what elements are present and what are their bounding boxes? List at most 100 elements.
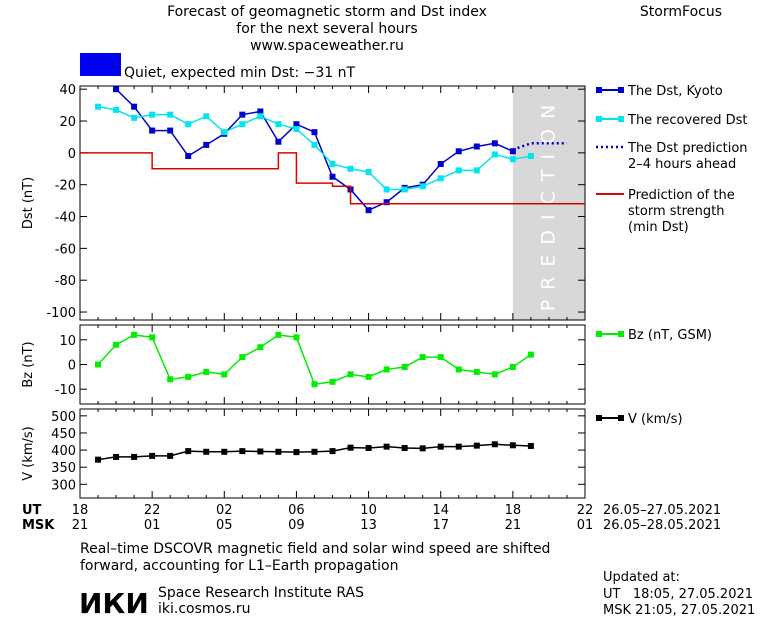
data-point [167,452,174,459]
msk-tick-label: 05 [216,518,233,533]
data-point [455,366,462,373]
data-point [509,148,516,155]
data-point [131,103,138,110]
series-line [97,105,532,191]
msk-axis-label: MSK [22,518,55,533]
series-line [97,334,532,386]
series-line [80,152,585,205]
y-tick-label: -10 [55,383,76,398]
series-3-1 [95,441,534,463]
series-1-1 [113,86,516,214]
data-point [167,376,174,383]
series-1-4 [80,152,585,205]
data-point [149,334,156,341]
data-point [221,129,228,136]
data-point [113,453,120,460]
data-point [347,444,354,451]
data-point [185,448,192,455]
data-point [383,366,390,373]
panel-frame [79,85,586,321]
data-point [221,448,228,455]
panel-frame [79,324,586,405]
ut-tick-label: 22 [577,503,594,518]
data-point [491,151,498,158]
data-point [419,183,426,190]
data-point [473,442,480,449]
legend-marker [596,87,602,93]
ut-tick-label: 06 [288,503,305,518]
data-point [365,207,372,214]
data-point [275,331,282,338]
series-2-1 [95,331,534,388]
data-point [311,381,318,388]
data-point [239,111,246,118]
data-point [239,448,246,455]
legend-dst-kyoto: The Dst, Kyoto [627,84,723,99]
y-tick-label: 400 [51,444,76,459]
data-point [131,114,138,121]
status-text: Quiet, expected min Dst: −31 nT [124,65,356,81]
msk-tick-label: 21 [72,518,89,533]
legend-marker [596,116,602,122]
y-axis-label: V (km/s) [21,426,36,481]
footer-note-line-1: Real–time DSCOVR magnetic field and sola… [80,541,550,557]
data-point [401,363,408,370]
data-point [383,199,390,206]
msk-tick-label: 21 [505,518,522,533]
data-point [329,448,336,455]
legend-bz: Bz (nT, GSM) [628,328,712,343]
data-point [311,129,318,136]
y-tick-label: 0 [68,359,76,374]
y-tick-label: 300 [51,478,76,493]
prediction-band [512,86,585,320]
data-point [347,371,354,378]
data-point [293,125,300,132]
data-point [473,368,480,375]
y-tick-label: 10 [59,334,76,349]
data-point [437,175,444,182]
data-point [167,127,174,134]
data-point [275,138,282,145]
panel-1: 40 20 0 -20 -40 -60 -80 -100 Dst (nT) [21,83,586,321]
msk-tick-label: 17 [432,518,449,533]
updated-label: Updated at: [603,570,680,585]
legend-marker [618,415,624,421]
data-point [167,111,174,118]
ut-date-range: 26.05–27.05.2021 [603,503,721,518]
legend-recovered-dst: The recovered Dst [627,113,747,128]
ut-tick-label: 18 [72,503,89,518]
data-point [329,173,336,180]
title-line-3: www.spaceweather.ru [250,38,404,54]
data-point [455,443,462,450]
series-line [512,142,567,151]
data-point [203,113,210,120]
y-tick-label: 350 [51,461,76,476]
legend-storm-strength: Prediction of the storm strength (min Dst) [628,188,735,235]
msk-date-range: 26.05–28.05.2021 [603,518,721,533]
data-point [293,449,300,456]
data-point [149,127,156,134]
data-point [383,186,390,193]
legend-dst-prediction: The Dst prediction 2–4 hours ahead [627,141,748,172]
title-line-1: Forecast of geomagnetic storm and Dst in… [167,4,487,20]
updated-msk: MSK 21:05, 27.05.2021 [603,603,755,618]
data-point [509,442,516,449]
y-tick-label: -20 [55,179,76,194]
brand-label: StormFocus [640,4,722,20]
data-point [131,331,138,338]
data-point [527,153,534,160]
data-point [419,354,426,361]
data-point [257,108,264,115]
data-point [95,103,102,110]
data-point [275,448,282,455]
data-point [491,140,498,147]
data-point [347,165,354,172]
data-point [239,121,246,128]
msk-tick-label: 09 [288,518,305,533]
data-point [509,363,516,370]
data-point [365,168,372,175]
data-point [491,371,498,378]
data-point [203,448,210,455]
y-tick-label: 20 [59,115,76,130]
data-point [527,351,534,358]
